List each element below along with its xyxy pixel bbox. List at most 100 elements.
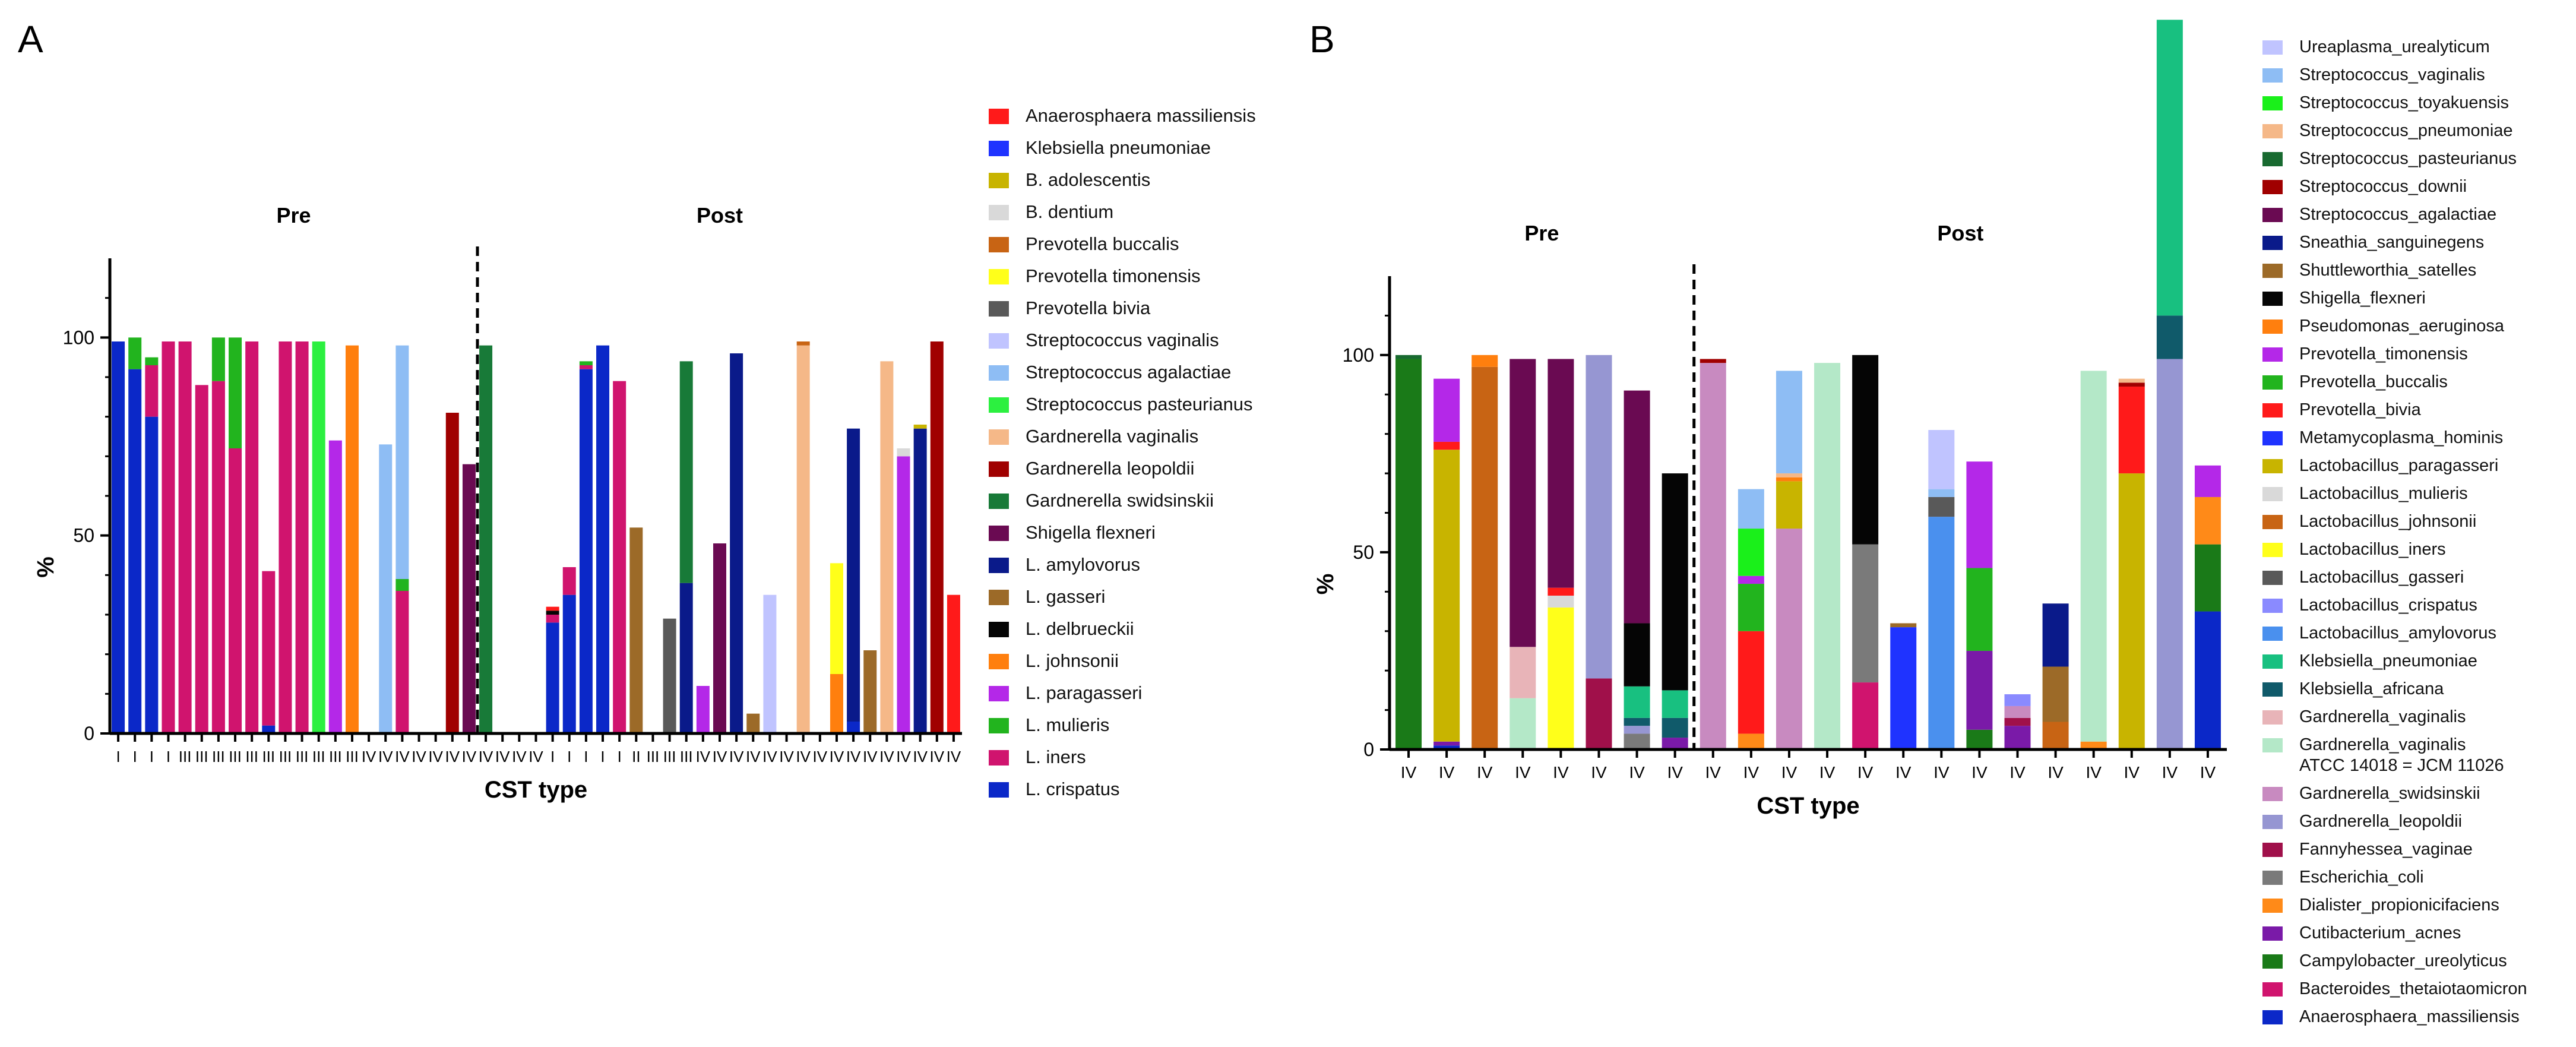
- bar-segment: [1738, 631, 1764, 734]
- legend-label: L. paragasseri: [1026, 682, 1142, 703]
- bar-segment: [796, 341, 810, 346]
- x-tick-label: IV: [428, 748, 443, 766]
- legend-swatch: [2262, 871, 2283, 885]
- bar-segment: [2194, 496, 2221, 545]
- bar-segment: [696, 686, 710, 733]
- legend-label: Lactobacillus_paragasseri: [2299, 456, 2498, 475]
- bar-segment: [479, 345, 493, 733]
- bar-segment: [2194, 611, 2221, 749]
- group-label-pre: Pre: [276, 203, 311, 227]
- x-tick-label: II: [632, 748, 640, 766]
- x-tick-label: IV: [1971, 763, 1988, 782]
- legend-label: Prevotella_buccalis: [2299, 372, 2448, 391]
- legend-swatch: [989, 558, 1009, 573]
- bar-segment: [546, 611, 559, 615]
- bar-segment: [2004, 726, 2031, 749]
- legend-swatch: [2262, 347, 2283, 362]
- bar-segment: [2118, 382, 2145, 387]
- bar-segment: [1586, 355, 1612, 679]
- x-tick-label: IV: [729, 748, 744, 766]
- legend-label: Lactobacillus_amylovorus: [2299, 624, 2496, 643]
- x-tick-label: III: [296, 748, 309, 766]
- legend-label: Shuttleworthia_satelles: [2299, 261, 2476, 280]
- legend-swatch: [2262, 292, 2283, 306]
- bar-segment: [579, 369, 593, 733]
- legend-label: L. mulieris: [1026, 714, 1109, 735]
- x-tick-label: IV: [746, 748, 761, 766]
- legend-swatch: [2262, 208, 2283, 222]
- x-tick-label: IV: [1477, 763, 1493, 782]
- legend-label: Escherichia_coli: [2299, 868, 2424, 887]
- bar-segment: [2118, 473, 2145, 749]
- bar-segment: [1433, 450, 1460, 742]
- y-tick-label: 50: [1353, 542, 1374, 563]
- legend-swatch: [989, 782, 1009, 798]
- x-tick-label: III: [212, 748, 225, 766]
- bar-segment: [897, 456, 910, 733]
- bar-segment: [1509, 647, 1536, 698]
- bar-segment: [1738, 584, 1764, 631]
- legend-swatch: [2262, 599, 2283, 613]
- x-axis-label: CST type: [485, 777, 587, 803]
- x-tick-label: IV: [930, 748, 945, 766]
- legend-swatch: [2262, 954, 2283, 969]
- x-tick-label: I: [133, 748, 137, 766]
- bar-segment: [211, 337, 225, 381]
- bar-segment: [245, 341, 259, 733]
- legend-swatch: [2262, 571, 2283, 585]
- legend-label: Streptococcus_downii: [2299, 177, 2467, 196]
- legend-label: ATCC 14018 = JCM 11026: [2299, 756, 2504, 775]
- bar-segment: [395, 591, 409, 733]
- legend-label: Streptococcus agalactiae: [1026, 362, 1231, 382]
- legend-swatch: [2262, 982, 2283, 997]
- x-tick-label: I: [150, 748, 154, 766]
- x-tick-label: IV: [1781, 763, 1797, 782]
- bar-segment: [395, 345, 409, 579]
- y-axis-label: %: [1312, 574, 1338, 595]
- bar-segment: [1433, 741, 1460, 746]
- legend-label: Lactobacillus_iners: [2299, 540, 2446, 559]
- x-tick-label: IV: [2047, 763, 2064, 782]
- bar-segment: [1738, 529, 1764, 576]
- legend-swatch: [2262, 1010, 2283, 1024]
- legend-swatch: [989, 494, 1009, 509]
- legend-swatch: [2262, 815, 2283, 829]
- group-label-post: Post: [697, 203, 743, 227]
- x-tick-label: IV: [1439, 763, 1455, 782]
- y-tick-label: 0: [1363, 739, 1374, 760]
- bar-segment: [1928, 496, 1955, 517]
- legend-label: Gardnerella leopoldii: [1026, 458, 1194, 479]
- x-tick-label: IV: [2124, 763, 2140, 782]
- bar-segment: [1509, 359, 1536, 647]
- y-tick-label: 100: [63, 327, 94, 348]
- x-tick-label: IV: [1667, 763, 1683, 782]
- legend-swatch: [2262, 403, 2283, 417]
- legend-label: Sneathia_sanguinegens: [2299, 233, 2484, 252]
- bar-segment: [1509, 698, 1536, 749]
- bar-segment: [562, 567, 576, 595]
- x-tick-label: I: [600, 748, 605, 766]
- bar-segment: [379, 444, 393, 733]
- bar-segment: [1814, 363, 1841, 749]
- bar-segment: [1624, 733, 1650, 749]
- x-tick-label: IV: [395, 748, 410, 766]
- bar-segment: [562, 594, 576, 733]
- x-tick-label: IV: [1515, 763, 1531, 782]
- bar-segment: [1395, 359, 1422, 749]
- bar-segment: [596, 345, 610, 733]
- x-tick-label: IV: [1933, 763, 1950, 782]
- bar-segment: [112, 341, 125, 733]
- legend-label: Shigella flexneri: [1026, 522, 1156, 543]
- bar-segment: [1624, 726, 1650, 734]
- bar-segment: [1852, 682, 1879, 749]
- legend-swatch: [2262, 40, 2283, 55]
- bar-segment: [1928, 517, 1955, 749]
- bar-segment: [195, 385, 208, 733]
- bar-segment: [2194, 544, 2221, 612]
- bar-segment: [2194, 465, 2221, 497]
- bar-segment: [1624, 717, 1650, 726]
- y-tick-label: 100: [1343, 344, 1374, 366]
- bar-segment: [847, 428, 860, 722]
- legend-label: Klebsiella_pneumoniae: [2299, 651, 2477, 670]
- bar-segment: [2118, 378, 2145, 383]
